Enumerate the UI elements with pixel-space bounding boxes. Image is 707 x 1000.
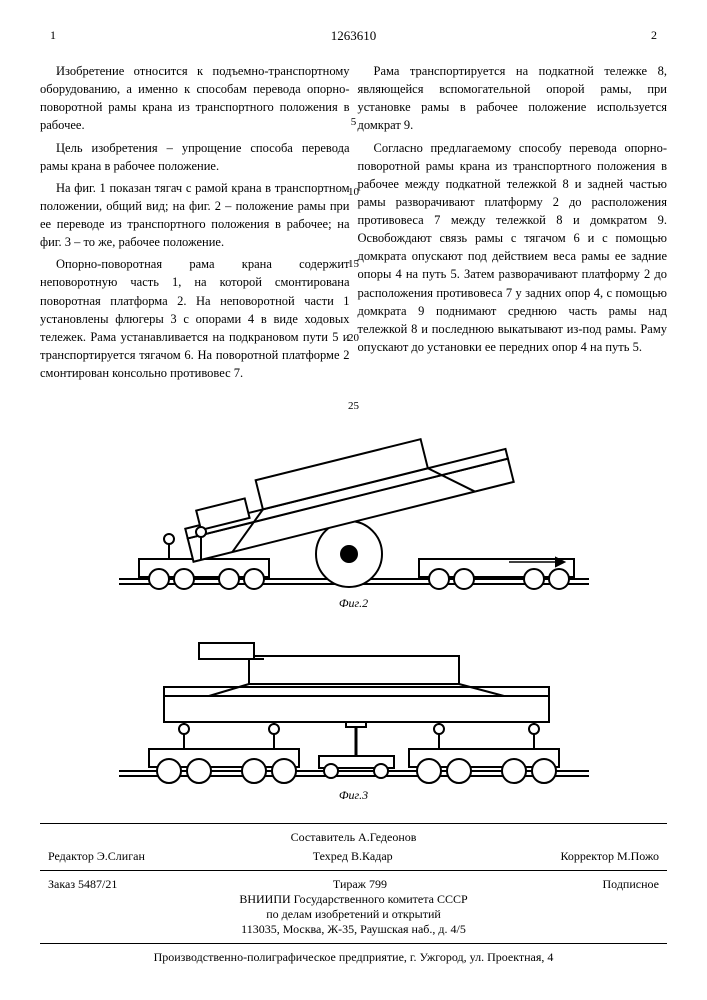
col-num-right: 2 xyxy=(637,28,657,44)
line-num: 5 xyxy=(345,116,363,128)
footer-credits: Редактор Э.Слиган Техред В.Кадар Коррект… xyxy=(40,845,667,864)
footer-tech: Техред В.Кадар xyxy=(313,849,393,864)
figure-2-svg xyxy=(109,404,599,594)
footer-circulation: Тираж 799 xyxy=(333,877,387,892)
footer-printer: Производственно-полиграфическое предприя… xyxy=(40,943,667,965)
body-paragraph: Цель изобретения – упрощение способа пер… xyxy=(40,139,350,175)
patent-number: 1263610 xyxy=(70,28,637,44)
footer-editor: Редактор Э.Слиган xyxy=(48,849,145,864)
fig2-label: Фиг.2 xyxy=(40,596,667,611)
footer-order: Заказ 5487/21 xyxy=(48,877,117,892)
body-paragraph: Рама транспортируется на подкатной тележ… xyxy=(358,62,668,135)
footer-corrector: Корректор М.Пожо xyxy=(560,849,659,864)
col-num-left: 1 xyxy=(50,28,70,44)
two-column-body: 5 10 15 20 25 Изобретение относится к по… xyxy=(40,62,667,386)
footer-block: Составитель А.Гедеонов Редактор Э.Слиган… xyxy=(40,823,667,965)
body-paragraph: Согласно предлагаемому способу перевода … xyxy=(358,139,668,357)
footer-org2: по делам изобретений и открытий xyxy=(40,907,667,922)
footer-address: 113035, Москва, Ж-35, Раушская наб., д. … xyxy=(40,922,667,937)
body-paragraph: На фиг. 1 показан тягач с рамой крана в … xyxy=(40,179,350,252)
line-num: 10 xyxy=(345,186,363,198)
footer-mid: Заказ 5487/21 Тираж 799 Подписное ВНИИПИ… xyxy=(40,870,667,937)
figures-block: Фиг.2 xyxy=(40,404,667,803)
line-num: 15 xyxy=(345,258,363,270)
fig3-label: Фиг.3 xyxy=(40,788,667,803)
body-paragraph: Опорно-поворотная рама крана содержит не… xyxy=(40,255,350,382)
line-num: 20 xyxy=(345,332,363,344)
footer-org1: ВНИИПИ Государственного комитета СССР xyxy=(40,892,667,907)
line-num: 25 xyxy=(345,400,363,412)
footer-subscription: Подписное xyxy=(603,877,660,892)
figure-3-svg xyxy=(109,621,599,786)
footer-compiler: Составитель А.Гедеонов xyxy=(40,830,667,845)
page-header: 1 1263610 2 xyxy=(40,28,667,44)
body-paragraph: Изобретение относится к подъемно-транспо… xyxy=(40,62,350,135)
right-column: Рама транспортируется на подкатной тележ… xyxy=(358,62,668,386)
left-column: Изобретение относится к подъемно-транспо… xyxy=(40,62,350,386)
